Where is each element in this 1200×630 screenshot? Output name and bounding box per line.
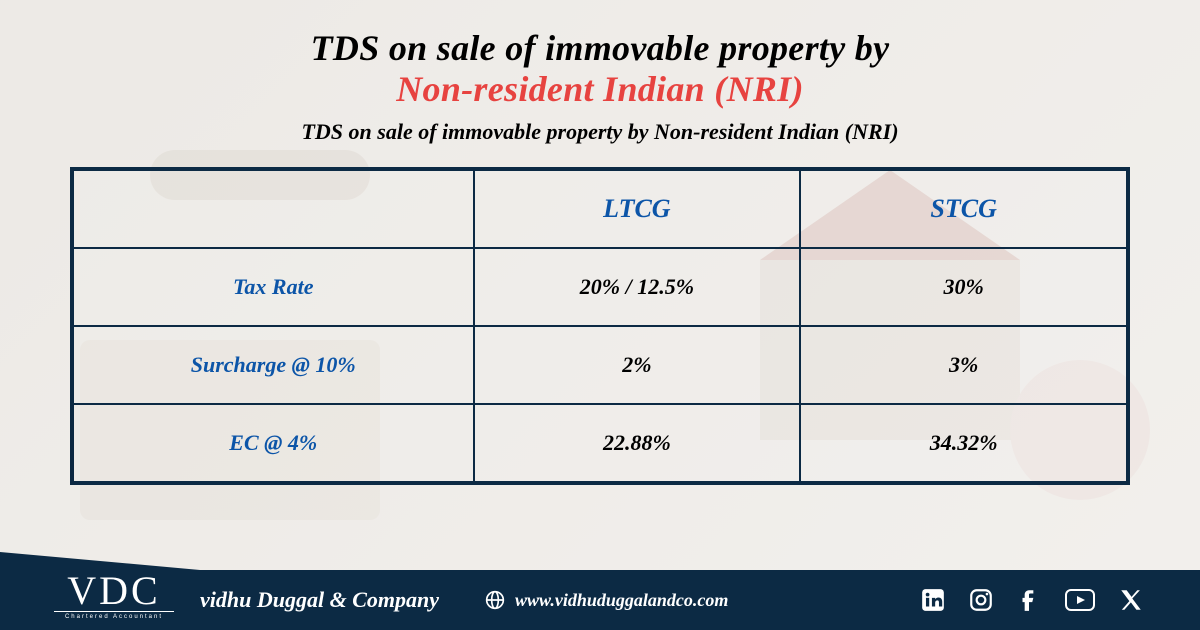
table-header-ltcg: LTCG xyxy=(474,170,801,248)
cell-ec-stcg: 34.32% xyxy=(800,404,1127,482)
footer: VDC Chartered Accountant vidhu Duggal & … xyxy=(0,552,1200,630)
company-name: vidhu Duggal & Company xyxy=(200,587,439,613)
table-header-row: LTCG STCG xyxy=(73,170,1127,248)
cell-surcharge-ltcg: 2% xyxy=(474,326,801,404)
row-label-surcharge: Surcharge @ 10% xyxy=(73,326,474,404)
linkedin-icon[interactable] xyxy=(920,587,946,613)
cell-surcharge-stcg: 3% xyxy=(800,326,1127,404)
page-subtitle: TDS on sale of immovable property by Non… xyxy=(70,119,1130,145)
globe-icon xyxy=(485,590,505,610)
tds-table: LTCG STCG Tax Rate 20% / 12.5% 30% Surch… xyxy=(70,167,1130,485)
table-row: Surcharge @ 10% 2% 3% xyxy=(73,326,1127,404)
facebook-icon[interactable] xyxy=(1016,587,1042,613)
cell-ec-ltcg: 22.88% xyxy=(474,404,801,482)
row-label-ec: EC @ 4% xyxy=(73,404,474,482)
table-row: Tax Rate 20% / 12.5% 30% xyxy=(73,248,1127,326)
title-line-2: Non-resident Indian (NRI) xyxy=(396,69,804,109)
table-header-blank xyxy=(73,170,474,248)
social-icons xyxy=(920,587,1144,613)
x-icon[interactable] xyxy=(1118,587,1144,613)
row-label-tax-rate: Tax Rate xyxy=(73,248,474,326)
logo-text: VDC xyxy=(54,575,174,607)
table-header-stcg: STCG xyxy=(800,170,1127,248)
website-url[interactable]: www.vidhuduggalandco.com xyxy=(515,590,728,611)
page-title: TDS on sale of immovable property by Non… xyxy=(70,28,1130,111)
footer-bar: vidhu Duggal & Company www.vidhuduggalan… xyxy=(0,570,1200,630)
youtube-icon[interactable] xyxy=(1064,587,1096,613)
cell-tax-rate-ltcg: 20% / 12.5% xyxy=(474,248,801,326)
logo: VDC Chartered Accountant xyxy=(54,575,174,620)
table-row: EC @ 4% 22.88% 34.32% xyxy=(73,404,1127,482)
instagram-icon[interactable] xyxy=(968,587,994,613)
cell-tax-rate-stcg: 30% xyxy=(800,248,1127,326)
logo-subtext: Chartered Accountant xyxy=(54,614,174,620)
title-line-1: TDS on sale of immovable property by xyxy=(311,28,890,68)
